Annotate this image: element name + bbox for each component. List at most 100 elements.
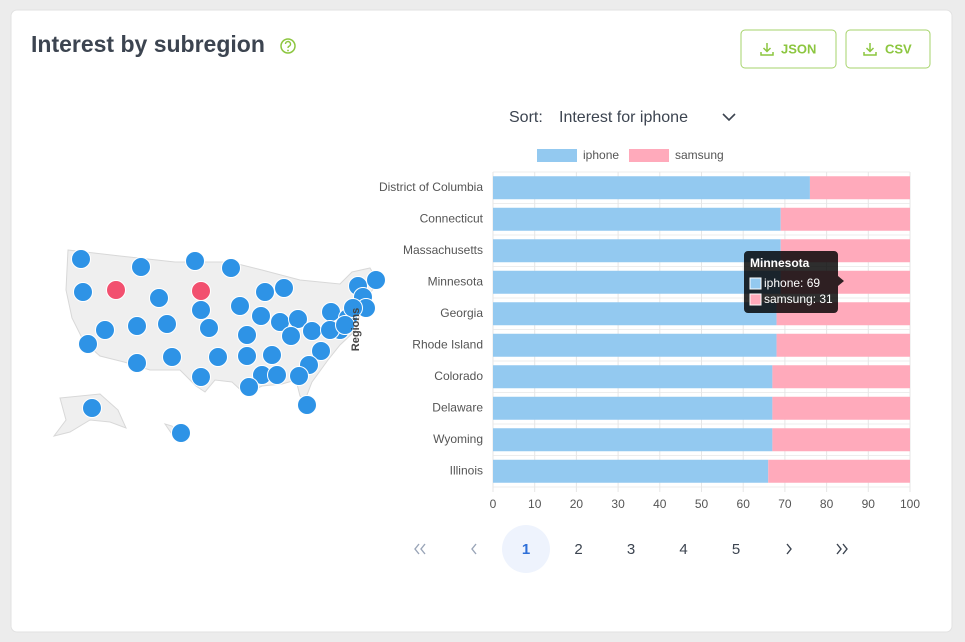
map-marker[interactable] [237,346,257,366]
map-marker[interactable] [131,257,151,277]
tooltip-title: Minnesota [750,256,810,270]
bar-segment [493,207,781,231]
map-marker[interactable] [162,347,182,367]
y-tick-label: Wyoming [433,432,483,446]
x-tick-label: 50 [695,497,709,511]
prev-page[interactable] [471,543,477,555]
x-tick-label: 70 [778,497,792,511]
x-tick-label: 80 [820,497,834,511]
last-page[interactable] [836,543,848,555]
legend-label: iphone [583,148,619,162]
map-marker[interactable] [78,334,98,354]
bar-segment [772,396,910,420]
x-tick-label: 0 [490,497,497,511]
map-marker[interactable] [106,280,126,300]
legend-label: samsung [675,148,724,162]
map-marker[interactable] [127,353,147,373]
map-marker[interactable] [171,423,191,443]
map-marker[interactable] [343,298,363,318]
bar-segment [493,302,777,326]
sort-label: Sort: [509,109,543,126]
map-marker[interactable] [267,365,287,385]
map-marker[interactable] [82,398,102,418]
tooltip: Minnesota iphone: 69 samsung: 31 [744,251,844,313]
bar-segment [493,333,777,357]
map-marker[interactable] [221,258,241,278]
x-tick-label: 20 [570,497,584,511]
y-tick-label: Georgia [440,306,483,320]
map-marker[interactable] [335,315,355,335]
bar-segment [776,333,910,357]
bar-segment [493,176,810,200]
y-tick-label: Connecticut [420,211,484,225]
map-marker[interactable] [251,306,271,326]
first-page[interactable] [414,543,426,555]
tooltip-swatch [749,293,762,306]
map-marker[interactable] [230,296,250,316]
current-page-highlight [502,525,550,573]
y-tick-label: Massachusetts [403,243,483,257]
map-marker[interactable] [127,316,147,336]
map-marker[interactable] [185,251,205,271]
map-marker[interactable] [237,325,257,345]
y-tick-label: Minnesota [428,274,484,288]
map-marker[interactable] [191,300,211,320]
pagination: 1 2 3 4 5 [414,525,848,573]
map-marker[interactable] [288,309,308,329]
sort-dropdown[interactable]: Interest for iphone [559,109,736,126]
map-marker[interactable] [208,347,228,367]
next-page[interactable] [786,543,792,555]
tooltip-line: iphone: 69 [764,276,820,290]
map-marker[interactable] [255,282,275,302]
map-marker[interactable] [262,345,282,365]
map-marker[interactable] [191,367,211,387]
map-marker[interactable] [71,249,91,269]
chart: 0 10 20 30 40 50 60 70 80 90 100 Regions District of… [350,148,920,511]
map-marker[interactable] [199,318,219,338]
json-button[interactable]: JSON [740,29,837,69]
bar-segment [493,365,773,389]
bar-segment [768,459,910,483]
page-number[interactable]: 2 [574,541,582,558]
map-marker[interactable] [95,320,115,340]
map-marker[interactable] [302,321,322,341]
map-marker[interactable] [239,377,259,397]
y-tick-label: Illinois [450,463,483,477]
x-tick-label: 40 [653,497,667,511]
page-number[interactable]: 5 [732,541,740,558]
y-axis-label: Regions [350,308,362,351]
map-marker[interactable] [297,395,317,415]
page-number[interactable]: 1 [522,541,530,558]
x-tick-label: 10 [528,497,542,511]
y-tick-label: Delaware [432,400,483,414]
map-marker[interactable] [149,288,169,308]
page-number[interactable]: 3 [627,541,635,558]
map-marker[interactable] [274,278,294,298]
csv-button[interactable]: CSV [845,29,931,69]
map-marker[interactable] [289,366,309,386]
y-tick-label: Colorado [434,369,483,383]
map-marker[interactable] [366,270,386,290]
button-label: JSON [781,41,816,56]
map-marker[interactable] [311,341,331,361]
help-icon[interactable] [280,38,296,54]
map-marker[interactable] [191,281,211,301]
y-tick-label: Rhode Island [412,337,483,351]
button-label: CSV [885,41,912,56]
tooltip-line: samsung: 31 [764,292,833,306]
map-marker[interactable] [73,282,93,302]
bar-segment [493,270,781,294]
tooltip-box [744,251,844,313]
map-marker[interactable] [281,326,301,346]
page-number[interactable]: 4 [679,541,687,558]
bar-segment [493,396,773,420]
x-tick-label: 60 [737,497,751,511]
bar-segment [493,459,769,483]
bar-segment [772,428,910,452]
map-marker[interactable] [157,314,177,334]
x-tick-label: 30 [611,497,625,511]
title: Interest by subregion [31,31,265,57]
sort-value: Interest for iphone [559,109,688,126]
